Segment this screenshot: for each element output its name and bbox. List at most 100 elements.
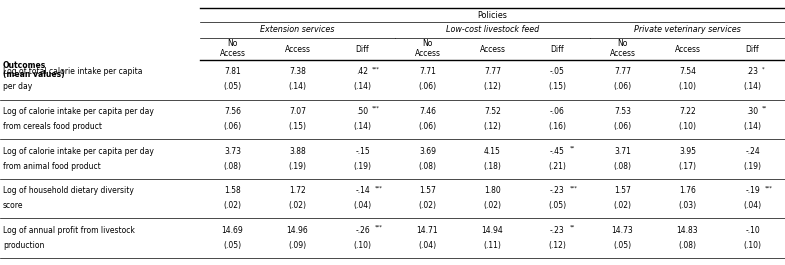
- Text: -.14: -.14: [355, 186, 370, 195]
- Text: Log of total calorie intake per capita: Log of total calorie intake per capita: [3, 67, 143, 76]
- Text: (.14): (.14): [743, 82, 761, 91]
- Text: (.05): (.05): [224, 241, 242, 250]
- Text: (.14): (.14): [743, 122, 761, 131]
- Text: 7.54: 7.54: [679, 67, 696, 76]
- Text: Diff: Diff: [356, 45, 369, 54]
- Text: (.14): (.14): [353, 82, 371, 91]
- Text: 1.72: 1.72: [289, 186, 306, 195]
- Text: .30: .30: [747, 107, 758, 116]
- Text: (.15): (.15): [289, 122, 306, 131]
- Text: 14.71: 14.71: [417, 226, 438, 235]
- Text: 14.69: 14.69: [221, 226, 243, 235]
- Text: No: No: [228, 39, 238, 48]
- Text: *: *: [762, 66, 765, 71]
- Text: Extension services: Extension services: [261, 25, 334, 34]
- Text: Outcomes: Outcomes: [3, 60, 46, 69]
- Text: (.10): (.10): [678, 82, 696, 91]
- Text: 7.56: 7.56: [224, 107, 241, 116]
- Text: (mean values): (mean values): [3, 69, 64, 78]
- Text: 1.57: 1.57: [614, 186, 631, 195]
- Text: -.24: -.24: [745, 147, 760, 156]
- Text: Diff: Diff: [551, 45, 564, 54]
- Text: (.19): (.19): [743, 162, 761, 171]
- Text: (.05): (.05): [549, 201, 567, 210]
- Text: (.17): (.17): [678, 162, 696, 171]
- Text: (.08): (.08): [418, 162, 436, 171]
- Text: (.12): (.12): [549, 241, 567, 250]
- Text: 1.80: 1.80: [484, 186, 501, 195]
- Text: -.15: -.15: [355, 147, 370, 156]
- Text: (.12): (.12): [484, 82, 502, 91]
- Text: (.10): (.10): [678, 122, 696, 131]
- Text: (.08): (.08): [614, 162, 631, 171]
- Text: Access: Access: [414, 48, 440, 58]
- Text: (.02): (.02): [614, 201, 631, 210]
- Text: 14.73: 14.73: [612, 226, 633, 235]
- Text: (.02): (.02): [418, 201, 436, 210]
- Text: Private veterinary services: Private veterinary services: [634, 25, 741, 34]
- Text: **: **: [762, 106, 767, 111]
- Text: .42: .42: [356, 67, 368, 76]
- Text: ***: ***: [570, 185, 578, 190]
- Text: (.02): (.02): [224, 201, 242, 210]
- Text: 14.83: 14.83: [677, 226, 699, 235]
- Text: (.04): (.04): [353, 201, 371, 210]
- Text: (.14): (.14): [289, 82, 306, 91]
- Text: 4.15: 4.15: [484, 147, 501, 156]
- Text: 7.22: 7.22: [679, 107, 696, 116]
- Text: .50: .50: [356, 107, 369, 116]
- Text: (.04): (.04): [418, 241, 436, 250]
- Text: ***: ***: [374, 225, 382, 230]
- Text: No: No: [617, 39, 628, 48]
- Text: 1.57: 1.57: [419, 186, 436, 195]
- Text: -.06: -.06: [550, 107, 565, 116]
- Text: **: **: [570, 145, 575, 151]
- Text: 3.69: 3.69: [419, 147, 436, 156]
- Text: -.45: -.45: [550, 147, 565, 156]
- Text: 3.95: 3.95: [679, 147, 696, 156]
- Text: (.02): (.02): [484, 201, 502, 210]
- Text: (.19): (.19): [353, 162, 371, 171]
- Text: -.23: -.23: [550, 226, 565, 235]
- Text: (.12): (.12): [484, 122, 502, 131]
- Text: Log of household dietary diversity: Log of household dietary diversity: [3, 186, 134, 195]
- Text: -.19: -.19: [745, 186, 760, 195]
- Text: score: score: [3, 201, 24, 210]
- Text: 7.52: 7.52: [484, 107, 501, 116]
- Text: (.02): (.02): [289, 201, 306, 210]
- Text: (.05): (.05): [224, 82, 242, 91]
- Text: 3.71: 3.71: [614, 147, 631, 156]
- Text: Log of calorie intake per capita per day: Log of calorie intake per capita per day: [3, 147, 154, 156]
- Text: Access: Access: [674, 45, 700, 54]
- Text: 7.77: 7.77: [484, 67, 501, 76]
- Text: 14.94: 14.94: [482, 226, 503, 235]
- Text: Low-cost livestock feed: Low-cost livestock feed: [446, 25, 539, 34]
- Text: (.21): (.21): [549, 162, 567, 171]
- Text: 1.58: 1.58: [225, 186, 241, 195]
- Text: -.05: -.05: [550, 67, 565, 76]
- Text: (.11): (.11): [484, 241, 502, 250]
- Text: 7.53: 7.53: [614, 107, 631, 116]
- Text: (.19): (.19): [289, 162, 306, 171]
- Text: Access: Access: [480, 45, 506, 54]
- Text: (.08): (.08): [224, 162, 242, 171]
- Text: (.10): (.10): [353, 241, 371, 250]
- Text: **: **: [570, 225, 575, 230]
- Text: (.18): (.18): [484, 162, 502, 171]
- Text: .23: .23: [747, 67, 758, 76]
- Text: (.06): (.06): [418, 82, 436, 91]
- Text: Access: Access: [284, 45, 311, 54]
- Text: ***: ***: [372, 66, 380, 71]
- Text: (.06): (.06): [418, 122, 436, 131]
- Text: 1.76: 1.76: [679, 186, 696, 195]
- Text: ***: ***: [374, 185, 382, 190]
- Text: from cereals food product: from cereals food product: [3, 122, 102, 131]
- Text: (.16): (.16): [549, 122, 567, 131]
- Text: (.06): (.06): [613, 82, 632, 91]
- Text: Diff: Diff: [746, 45, 759, 54]
- Text: (.09): (.09): [288, 241, 307, 250]
- Text: Access: Access: [609, 48, 636, 58]
- Text: from animal food product: from animal food product: [3, 162, 100, 171]
- Text: 14.96: 14.96: [287, 226, 309, 235]
- Text: (.06): (.06): [613, 122, 632, 131]
